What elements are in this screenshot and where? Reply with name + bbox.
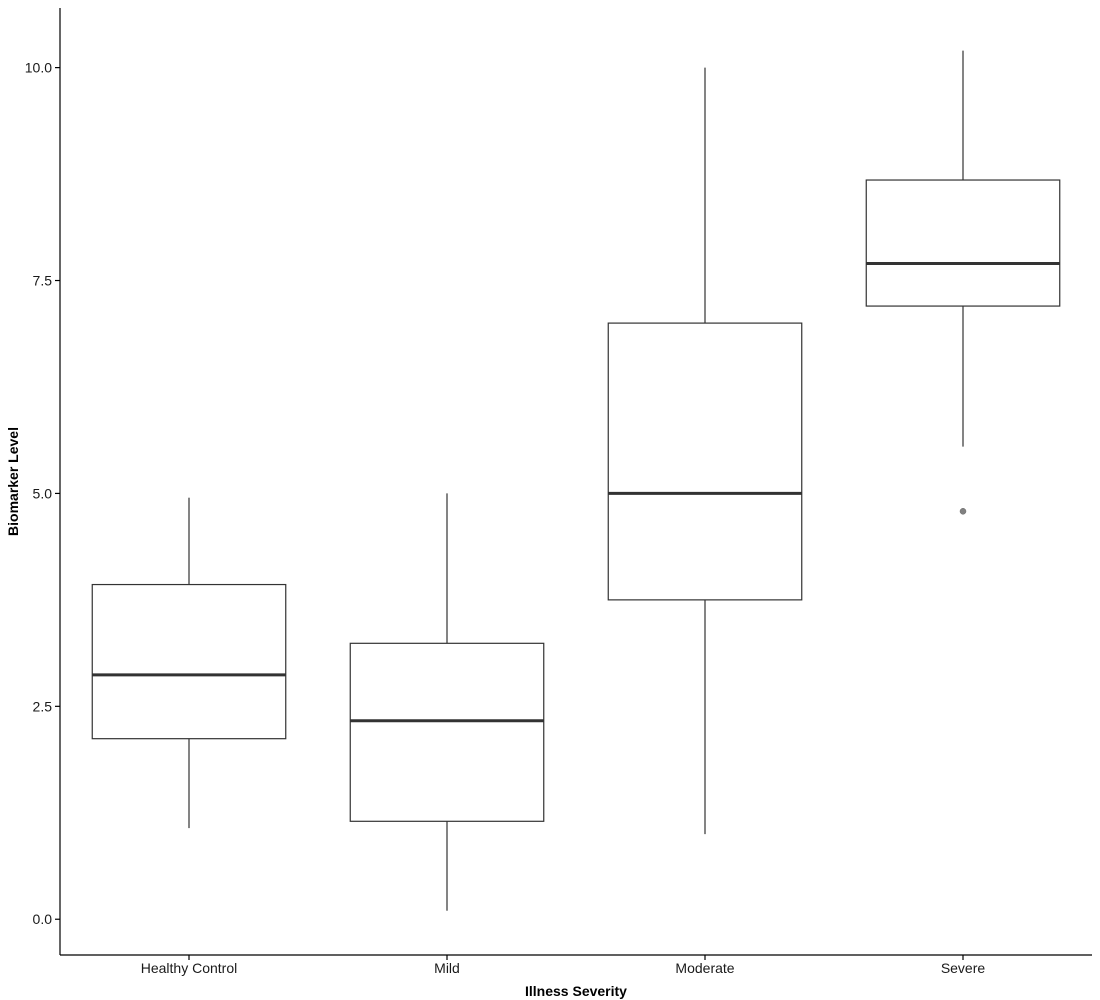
iqr-box (91, 583, 287, 740)
box-mild (349, 493, 545, 911)
y-tick-label: 5.0 (33, 485, 53, 501)
iqr-box (607, 322, 803, 601)
x-axis-title: Illness Severity (525, 983, 627, 999)
y-tick-label: 10.0 (25, 60, 52, 76)
x-tick-label: Mild (434, 960, 460, 976)
y-tick-label: 0.0 (33, 911, 53, 927)
outlier-point (959, 508, 967, 515)
plot-area (91, 50, 1061, 911)
box-severe (865, 50, 1061, 515)
box-healthy-control (91, 497, 287, 829)
axes (59, 8, 1092, 956)
y-axis-ticks: 0.0 2.5 5.0 7.5 10.0 (25, 60, 60, 927)
x-axis-ticks: Healthy Control Mild Moderate Severe (141, 955, 986, 976)
x-tick-label: Healthy Control (141, 960, 238, 976)
iqr-box (865, 179, 1061, 307)
iqr-box (349, 642, 545, 822)
x-tick-label: Severe (941, 960, 986, 976)
x-tick-label: Moderate (675, 960, 734, 976)
y-axis-title: Biomarker Level (5, 427, 21, 536)
box-moderate (607, 67, 803, 835)
y-tick-label: 7.5 (33, 273, 53, 289)
y-tick-label: 2.5 (33, 698, 53, 714)
